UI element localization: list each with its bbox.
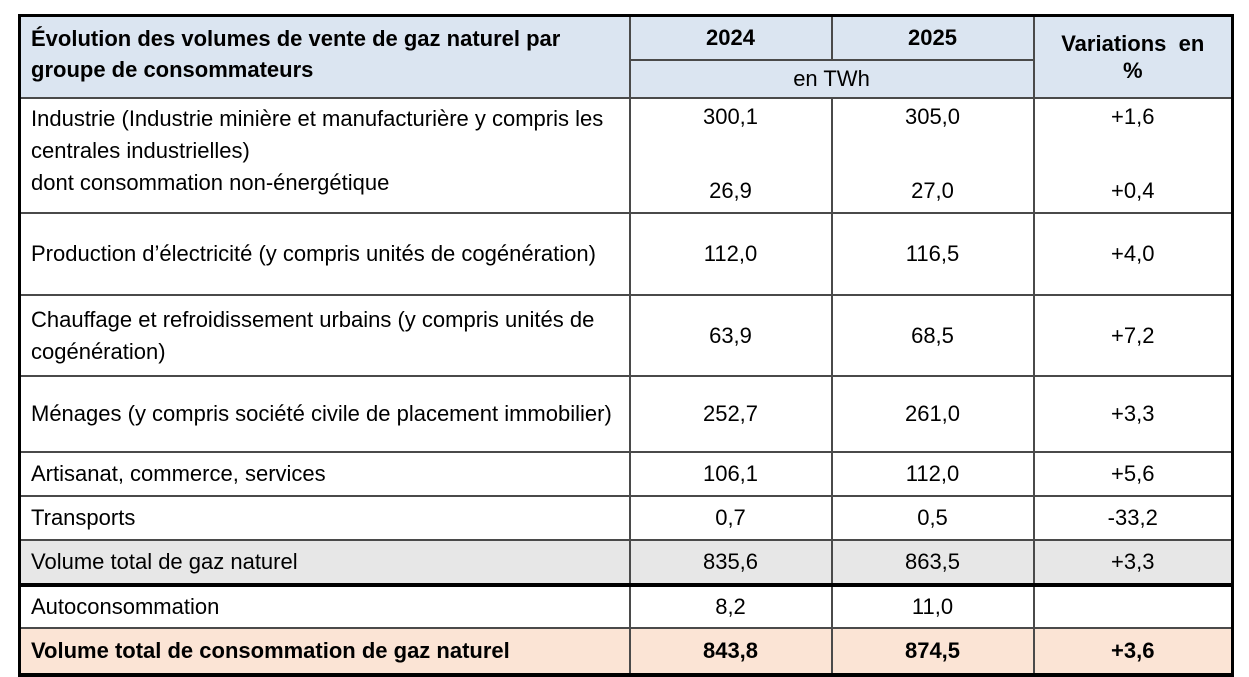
cell-2024: 843,8 [628,627,833,676]
cell-2024: 300,1 26,9 [628,97,833,214]
table-row-artisanat: Artisanat, commerce, services 106,1 112,… [18,451,1234,497]
row-label: Artisanat, commerce, services [18,451,631,497]
cell-variation: +3,6 [1032,627,1234,676]
cell-variation [1032,583,1234,629]
header-row-years: Évolution des volumes de vente de gaz na… [18,14,1234,99]
table-row-autoconsommation: Autoconsommation 8,2 11,0 [18,583,1234,629]
column-header-2025: 2025 [830,14,1035,61]
table-row-transports: Transports 0,7 0,5 -33,2 [18,495,1234,541]
row-label: Production d’électricité (y compris unit… [18,212,631,296]
cell-variation: +7,2 [1032,294,1234,377]
table-row-production-electricite: Production d’électricité (y compris unit… [18,212,1234,296]
column-header-2024: 2024 [628,14,833,61]
cell-variation: +1,6 +0,4 [1032,97,1234,214]
sub-variation-value: +0,4 [1111,178,1155,203]
cell-2024: 835,6 [628,539,833,586]
row-label: Chauffage et refroidissement urbains (y … [18,294,631,377]
cell-2024: 0,7 [628,495,833,541]
value-2024: 300,1 [702,104,759,129]
table-row-menages: Ménages (y compris société civile de pla… [18,375,1234,453]
cell-variation: +4,0 [1032,212,1234,296]
row-label: Transports [18,495,631,541]
cell-2025: 68,5 [830,294,1035,377]
sub-value-2024: 26,9 [709,178,752,203]
table-title-cell: Évolution des volumes de vente de gaz na… [18,14,631,99]
cell-2025: 116,5 [830,212,1035,296]
row-label: Autoconsommation [18,583,631,629]
table-row-industrie: Industrie (Industrie minière et manufact… [18,97,1234,214]
table-row-chauffage: Chauffage et refroidissement urbains (y … [18,294,1234,377]
row-label: Volume total de consommation de gaz natu… [18,627,631,676]
column-header-variations: Variations en % [1032,14,1234,99]
header-row-unit: en TWh [20,59,1233,99]
cell-2024: 252,7 [628,375,833,453]
variation-value: +1,6 [1111,104,1155,129]
cell-2025: 11,0 [830,583,1035,629]
cell-2024: 8,2 [628,583,833,629]
table-title: Évolution des volumes de vente de gaz na… [31,26,561,82]
cell-variation: +3,3 [1032,375,1234,453]
row-label: Industrie (Industrie minière et manufact… [31,106,604,163]
row-label: Ménages (y compris société civile de pla… [18,375,631,453]
cell-variation: +3,3 [1032,539,1234,586]
cell-2025: 261,0 [830,375,1035,453]
cell-variation: +5,6 [1032,451,1234,497]
cell-2025: 112,0 [830,451,1035,497]
cell-2025: 0,5 [830,495,1035,541]
cell-variation: -33,2 [1032,495,1234,541]
sub-value-2025: 27,0 [911,178,954,203]
cell-2025: 863,5 [830,539,1035,586]
variations-header-line1: Variations en [1061,31,1205,56]
table-row-volume-total-gaz: Volume total de gaz naturel 835,6 863,5 … [18,539,1234,586]
unit-header: en TWh [628,59,1035,99]
row-label-cell: Industrie (Industrie minière et manufact… [18,97,631,214]
row-sublabel: dont consommation non-énergétique [31,170,390,195]
cell-2024: 106,1 [628,451,833,497]
table-row-volume-total-consommation: Volume total de consommation de gaz natu… [18,627,1234,676]
row-label: Volume total de gaz naturel [18,539,631,586]
gas-volumes-table: Évolution des volumes de vente de gaz na… [18,14,1234,677]
value-2025: 305,0 [904,104,961,129]
cell-2024: 112,0 [628,212,833,296]
variations-header-line2: % [1122,58,1143,83]
cell-2025: 874,5 [830,627,1035,676]
cell-2025: 305,0 27,0 [830,97,1035,214]
cell-2024: 63,9 [628,294,833,377]
